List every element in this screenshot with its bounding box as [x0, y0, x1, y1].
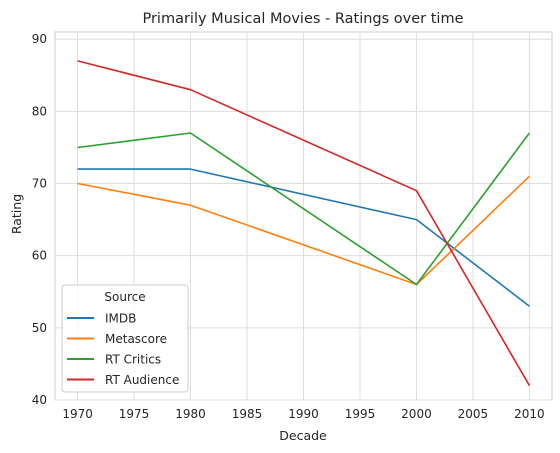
- legend-label: Metascore: [105, 332, 167, 346]
- x-axis-label: Decade: [279, 428, 327, 443]
- legend-label: IMDB: [105, 312, 136, 326]
- legend-label: RT Audience: [105, 373, 179, 387]
- x-tick-label: 1985: [232, 407, 263, 421]
- y-tick-label: 80: [32, 104, 47, 118]
- x-tick-label: 1995: [345, 407, 376, 421]
- series-line-rt-audience: [77, 60, 531, 387]
- y-tick-label: 60: [32, 249, 47, 263]
- x-tick-label: 2010: [514, 407, 545, 421]
- x-axis-ticks: 1970 1975 1980 1985 1990 1995 2000 2005 2010: [62, 407, 544, 421]
- x-tick-label: 1970: [62, 407, 93, 421]
- y-axis-label: Rating: [9, 194, 24, 234]
- y-tick-label: 70: [32, 177, 47, 191]
- legend: Source IMDB Metascore RT Critics RT Audienc…: [61, 284, 189, 393]
- series-line-rt-critics: [77, 132, 531, 286]
- series-line-imdb: [77, 168, 530, 307]
- series-lines: [77, 60, 531, 387]
- series-line-metascore: [77, 175, 530, 286]
- y-tick-label: 50: [32, 321, 47, 335]
- y-axis-ticks: 40 50 60 70 80 90: [32, 32, 47, 407]
- x-tick-label: 2000: [401, 407, 432, 421]
- legend-label: RT Critics: [105, 353, 161, 367]
- x-tick-label: 1990: [288, 407, 319, 421]
- legend-box: [61, 284, 189, 393]
- x-tick-label: 1980: [175, 407, 206, 421]
- y-tick-label: 90: [32, 32, 47, 46]
- legend-title: Source: [104, 290, 145, 304]
- y-tick-label: 40: [32, 393, 47, 407]
- chart-title: Primarily Musical Movies - Ratings over …: [142, 11, 463, 27]
- x-tick-label: 1975: [119, 407, 150, 421]
- x-tick-label: 2005: [458, 407, 489, 421]
